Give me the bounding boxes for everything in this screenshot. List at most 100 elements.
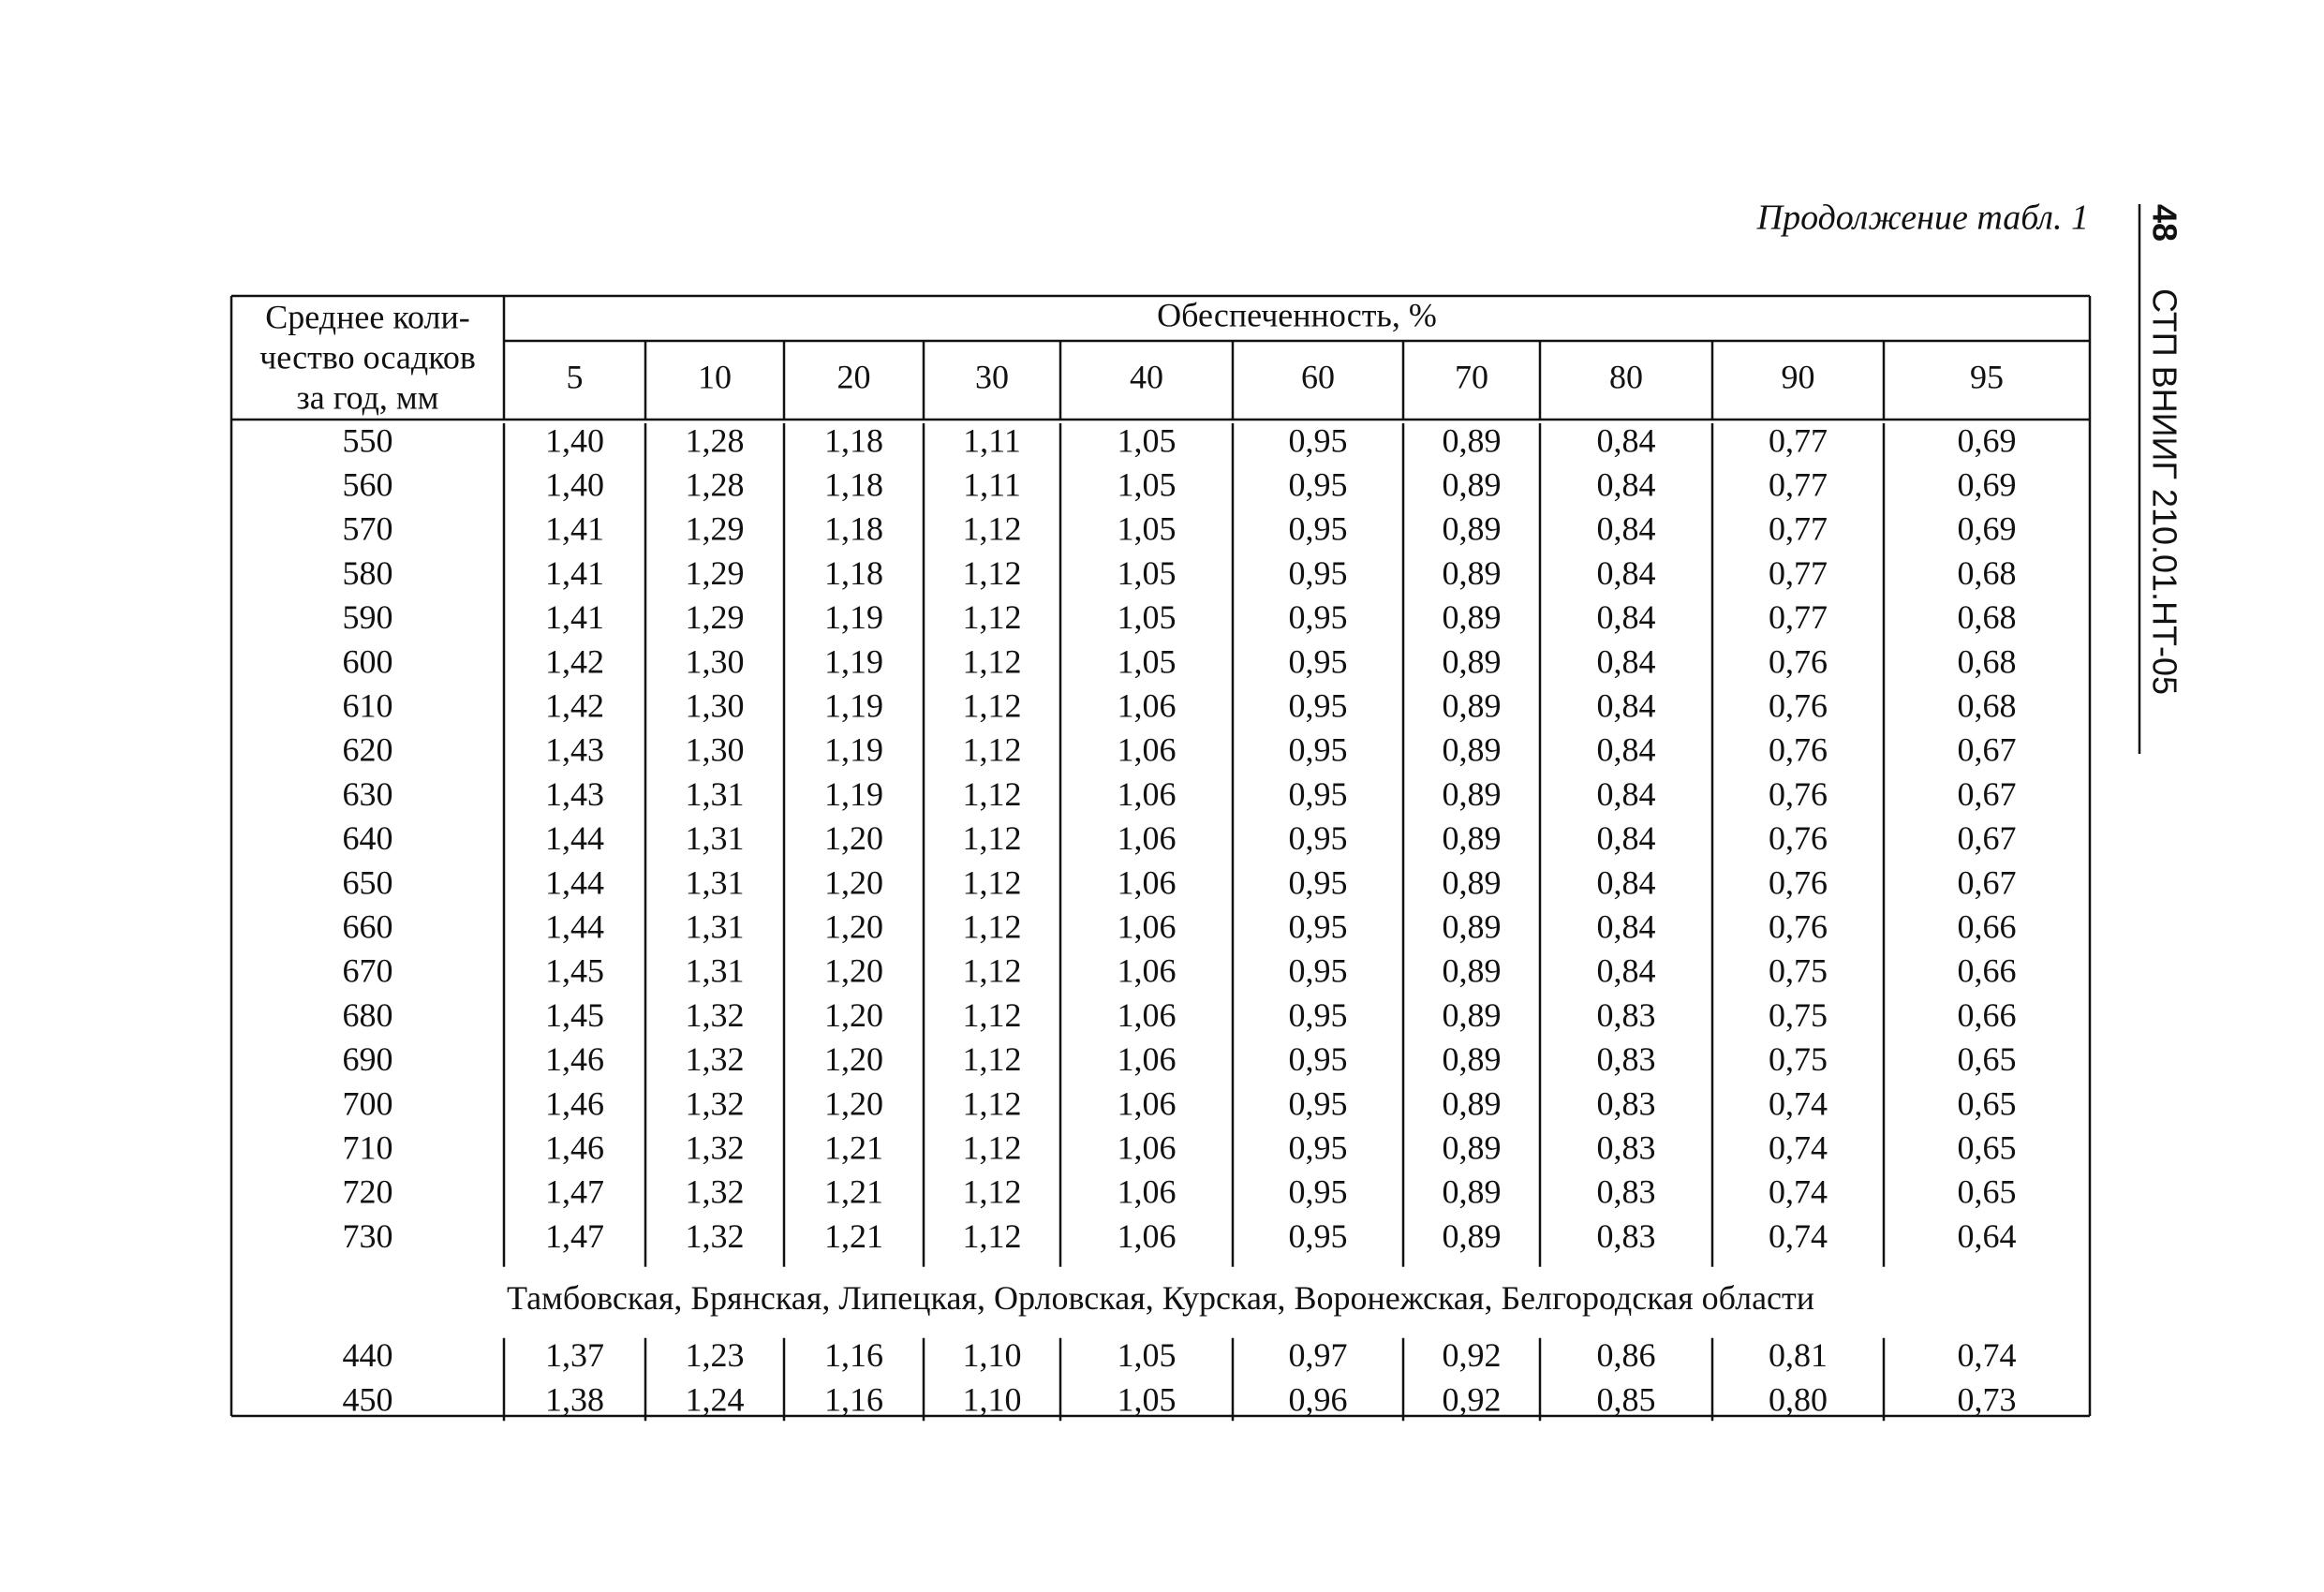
cell: 0,76 xyxy=(1769,863,1828,901)
cell: 0,77 xyxy=(1769,510,1828,548)
cell: 1,12 xyxy=(963,1084,1022,1122)
cell: 0,83 xyxy=(1597,1173,1656,1211)
cell: 1,40 xyxy=(545,465,604,503)
cell: 0,84 xyxy=(1597,819,1656,857)
cell: 1,28 xyxy=(686,421,745,459)
cell: 0,75 xyxy=(1769,996,1828,1034)
column-header: 10 xyxy=(698,358,732,395)
row-label: 690 xyxy=(343,1040,393,1078)
cell: 1,18 xyxy=(824,554,883,592)
cell: 0,66 xyxy=(1958,952,2017,990)
cell: 1,12 xyxy=(963,510,1022,548)
cell: 0,89 xyxy=(1443,819,1502,857)
cell: 1,20 xyxy=(824,819,883,857)
cell: 0,89 xyxy=(1443,1128,1502,1166)
cell: 0,95 xyxy=(1289,1040,1348,1078)
cell: 0,69 xyxy=(1958,465,2017,503)
cell: 1,43 xyxy=(545,731,604,769)
cell: 0,65 xyxy=(1958,1128,2017,1166)
cell: 0,89 xyxy=(1443,598,1502,636)
row-label: 640 xyxy=(343,819,393,857)
column-header: 5 xyxy=(567,358,584,395)
cell: 0,74 xyxy=(1769,1084,1828,1122)
column-header: 80 xyxy=(1609,358,1643,395)
cell: 0,84 xyxy=(1597,952,1656,990)
side-header: 48 СТП ВНИИГ 210.01.НТ-05 xyxy=(2138,204,2183,754)
cell: 1,47 xyxy=(545,1217,604,1255)
cell: 1,05 xyxy=(1118,554,1177,592)
row-label: 550 xyxy=(343,421,393,459)
cell: 0,89 xyxy=(1443,421,1502,459)
cell: 0,89 xyxy=(1443,907,1502,945)
cell: 1,12 xyxy=(963,775,1022,813)
cell: 0,95 xyxy=(1289,996,1348,1034)
cell: 1,43 xyxy=(545,775,604,813)
cell: 0,67 xyxy=(1958,731,2017,769)
cell: 0,74 xyxy=(1769,1217,1828,1255)
cell: 1,30 xyxy=(686,642,745,680)
cell: 0,95 xyxy=(1289,731,1348,769)
cell: 1,31 xyxy=(686,819,745,857)
cell: 1,12 xyxy=(963,952,1022,990)
row-label: 730 xyxy=(343,1217,393,1255)
cell: 1,06 xyxy=(1118,1217,1177,1255)
cell: 1,32 xyxy=(686,996,745,1034)
cell: 1,12 xyxy=(963,819,1022,857)
stub-header: чество осадков xyxy=(259,338,476,376)
cell: 1,47 xyxy=(545,1173,604,1211)
cell: 0,76 xyxy=(1769,686,1828,724)
cell: 0,84 xyxy=(1597,554,1656,592)
cell: 0,76 xyxy=(1769,642,1828,680)
cell: 0,95 xyxy=(1289,1084,1348,1122)
cell: 1,20 xyxy=(824,952,883,990)
cell: 1,19 xyxy=(824,686,883,724)
cell: 0,75 xyxy=(1769,1040,1828,1078)
cell: 0,92 xyxy=(1443,1336,1502,1374)
column-header: 40 xyxy=(1130,358,1163,395)
cell: 1,18 xyxy=(824,510,883,548)
cell: 1,05 xyxy=(1118,421,1177,459)
cell: 1,05 xyxy=(1118,465,1177,503)
cell: 0,75 xyxy=(1769,952,1828,990)
cell: 1,21 xyxy=(824,1173,883,1211)
cell: 0,84 xyxy=(1597,686,1656,724)
cell: 0,95 xyxy=(1289,775,1348,813)
cell: 0,95 xyxy=(1289,554,1348,592)
cell: 0,89 xyxy=(1443,510,1502,548)
cell: 0,89 xyxy=(1443,1173,1502,1211)
column-header: 90 xyxy=(1782,358,1815,395)
cell: 1,30 xyxy=(686,731,745,769)
cell: 1,19 xyxy=(824,775,883,813)
caption: Продолжение табл. 1 xyxy=(1756,199,2089,238)
cell: 1,29 xyxy=(686,554,745,592)
cell: 1,37 xyxy=(545,1336,604,1374)
row-label: 630 xyxy=(343,775,393,813)
cell: 1,16 xyxy=(824,1336,883,1374)
row-label: 670 xyxy=(343,952,393,990)
cell: 0,95 xyxy=(1289,907,1348,945)
cell: 0,84 xyxy=(1597,421,1656,459)
row-label: 710 xyxy=(343,1128,393,1166)
cell: 1,31 xyxy=(686,775,745,813)
row-label: 720 xyxy=(343,1173,393,1211)
cell: 0,95 xyxy=(1289,1217,1348,1255)
cell: 1,29 xyxy=(686,510,745,548)
cell: 0,76 xyxy=(1769,907,1828,945)
cell: 0,67 xyxy=(1958,863,2017,901)
cell: 1,41 xyxy=(545,598,604,636)
cell: 0,73 xyxy=(1958,1380,2017,1418)
cell: 0,65 xyxy=(1958,1040,2017,1078)
cell: 1,12 xyxy=(963,554,1022,592)
cell: 0,96 xyxy=(1289,1380,1348,1418)
row-label: 600 xyxy=(343,642,393,680)
cell: 1,12 xyxy=(963,1128,1022,1166)
cell: 1,05 xyxy=(1118,598,1177,636)
cell: 0,68 xyxy=(1958,642,2017,680)
column-header: 70 xyxy=(1455,358,1488,395)
cell: 1,32 xyxy=(686,1173,745,1211)
cell: 0,65 xyxy=(1958,1084,2017,1122)
cell: 0,95 xyxy=(1289,421,1348,459)
cell: 1,10 xyxy=(963,1336,1022,1374)
cell: 1,06 xyxy=(1118,1173,1177,1211)
